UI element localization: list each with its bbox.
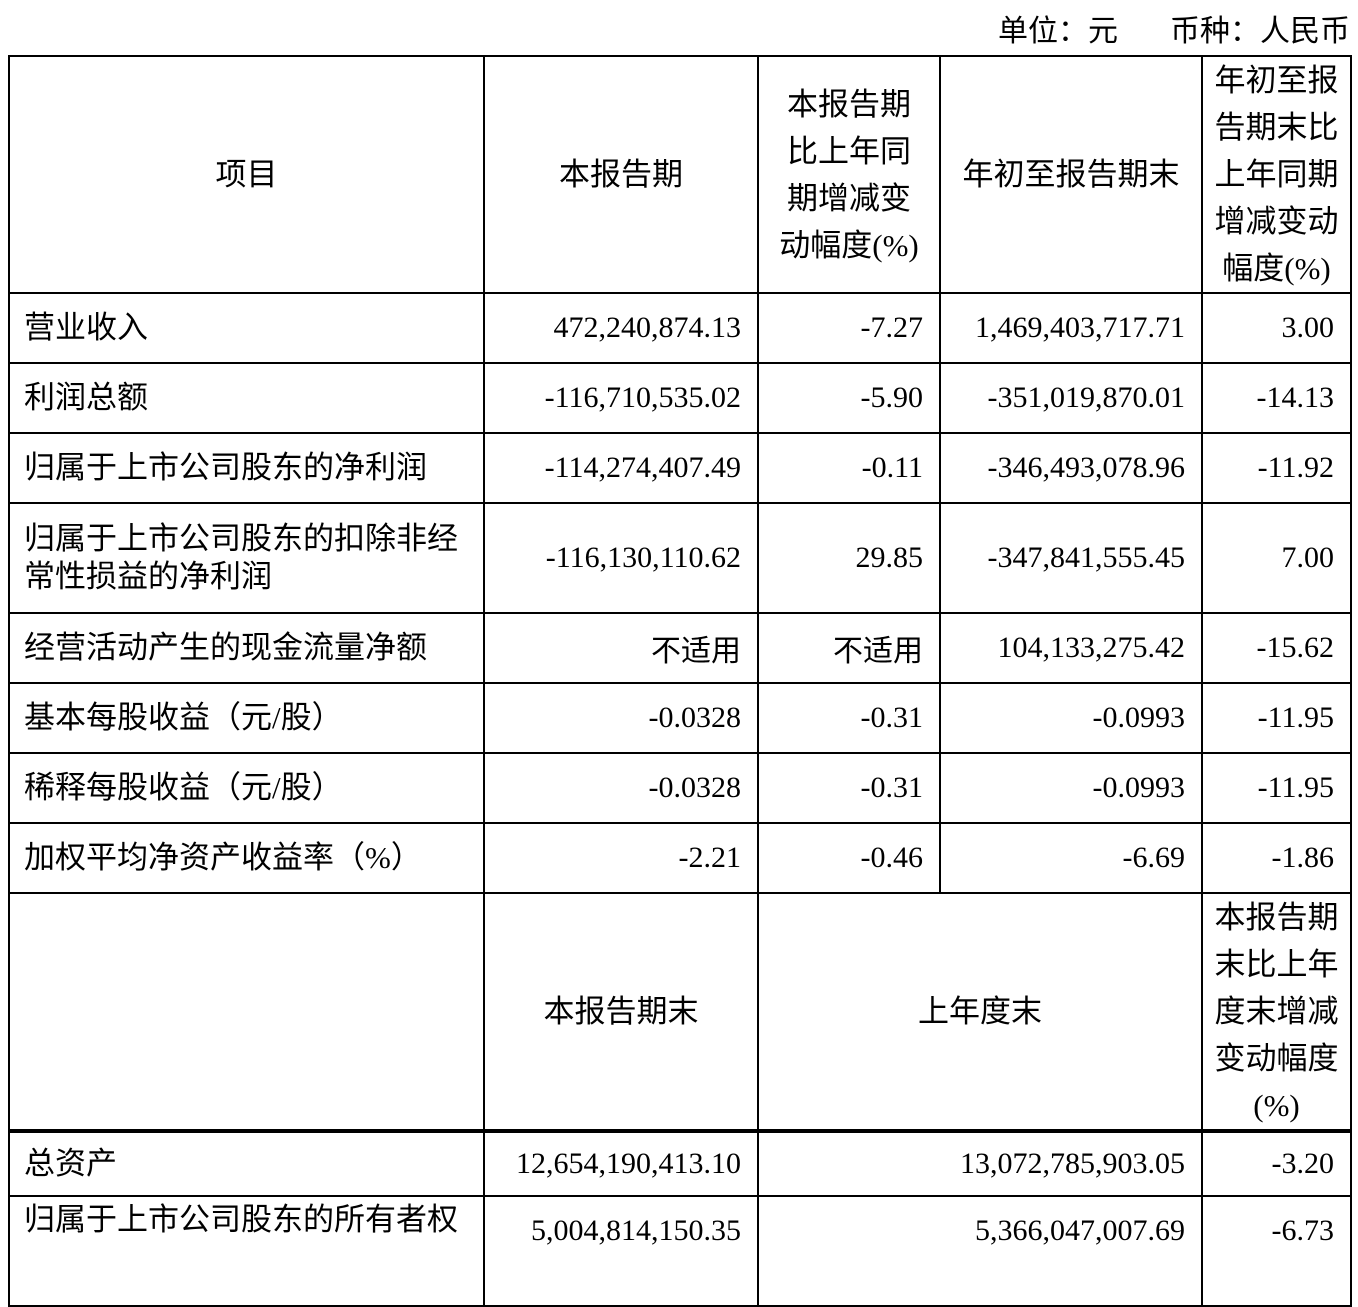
header-ytd-yoy-change: 年初至报 告期末比 上年同期 增减变动 幅度(%) — [1201, 55, 1352, 294]
header-current-period: 本报告期 — [483, 55, 759, 294]
ytd-yoy-cell: -14.13 — [1201, 362, 1352, 434]
item-label-cell: 利润总额 — [8, 362, 485, 434]
yoy-change-cell: -0.46 — [757, 822, 941, 894]
item-label-cell: 稀释每股收益（元/股） — [8, 752, 485, 824]
table-row-equity-attributable: 归属于上市公司股东的所有者权 5,004,814,150.35 5,366,04… — [8, 1195, 1352, 1307]
ytd-yoy-cell: -11.95 — [1201, 682, 1352, 754]
current-period-cell: -2.21 — [483, 822, 759, 894]
ytd-yoy-cell: -1.86 — [1201, 822, 1352, 894]
item-label-cell: 总资产 — [8, 1130, 485, 1197]
prior-year-end-cell: 13,072,785,903.05 — [757, 1130, 1203, 1197]
item-label-cell: 基本每股收益（元/股） — [8, 682, 485, 754]
prior-year-end-cell: 5,366,047,007.69 — [757, 1195, 1203, 1307]
item-label-cell: 归属于上市公司股东的所有者权 — [8, 1195, 485, 1307]
table-row-diluted-eps: 稀释每股收益（元/股） -0.0328 -0.31 -0.0993 -11.95 — [8, 752, 1352, 824]
table-row-total-assets: 总资产 12,654,190,413.10 13,072,785,903.05 … — [8, 1130, 1352, 1197]
item-label-cell: 归属于上市公司股东的净利润 — [8, 432, 485, 504]
current-period-cell: -0.0328 — [483, 682, 759, 754]
table-row-basic-eps: 基本每股收益（元/股） -0.0328 -0.31 -0.0993 -11.95 — [8, 682, 1352, 754]
current-period-cell: -0.0328 — [483, 752, 759, 824]
header2-empty-cell — [8, 892, 485, 1133]
item-label-cell: 加权平均净资产收益率（%） — [8, 822, 485, 894]
item-label-cell: 归属于上市公司股东的扣除非经 常性损益的净利润 — [8, 502, 485, 614]
yoy-change-cell: -0.31 — [757, 682, 941, 754]
period-end-change-cell: -6.73 — [1201, 1195, 1352, 1307]
ytd-yoy-cell: -15.62 — [1201, 612, 1352, 684]
period-end-cell: 5,004,814,150.35 — [483, 1195, 759, 1307]
current-period-cell: 472,240,874.13 — [483, 292, 759, 364]
table-row-operating-revenue: 营业收入 472,240,874.13 -7.27 1,469,403,717.… — [8, 292, 1352, 364]
unit-currency-line: 单位：元 币种：人民币 — [998, 6, 1350, 50]
table-row-total-profit: 利润总额 -116,710,535.02 -5.90 -351,019,870.… — [8, 362, 1352, 434]
yoy-change-cell: -0.31 — [757, 752, 941, 824]
ytd-cell: -351,019,870.01 — [939, 362, 1203, 434]
header-ytd: 年初至报告期末 — [939, 55, 1203, 294]
financial-summary-table: 项目 本报告期 本报告期 比上年同 期增减变 动幅度(%) 年初至报告期末 年初… — [8, 55, 1352, 1307]
table-row-net-profit-attributable: 归属于上市公司股东的净利润 -114,274,407.49 -0.11 -346… — [8, 432, 1352, 504]
ytd-cell: -0.0993 — [939, 752, 1203, 824]
current-period-cell: -116,130,110.62 — [483, 502, 759, 614]
current-period-cell: -116,710,535.02 — [483, 362, 759, 434]
ytd-cell: -346,493,078.96 — [939, 432, 1203, 504]
period-end-cell: 12,654,190,413.10 — [483, 1130, 759, 1197]
currency-label: 币种：人民币 — [1170, 15, 1350, 48]
yoy-change-cell: -7.27 — [757, 292, 941, 364]
ytd-yoy-cell: 3.00 — [1201, 292, 1352, 364]
yoy-change-cell: -0.11 — [757, 432, 941, 504]
header-yoy-change: 本报告期 比上年同 期增减变 动幅度(%) — [757, 55, 941, 294]
ytd-cell: 104,133,275.42 — [939, 612, 1203, 684]
table-row-net-profit-excl-nonrecurring: 归属于上市公司股东的扣除非经 常性损益的净利润 -116,130,110.62 … — [8, 502, 1352, 614]
yoy-change-cell: 不适用 — [757, 612, 941, 684]
table-row-operating-cash-flow: 经营活动产生的现金流量净额 不适用 不适用 104,133,275.42 -15… — [8, 612, 1352, 684]
ytd-yoy-cell: -11.95 — [1201, 752, 1352, 824]
table-row-weighted-avg-roe: 加权平均净资产收益率（%） -2.21 -0.46 -6.69 -1.86 — [8, 822, 1352, 894]
yoy-change-cell: -5.90 — [757, 362, 941, 434]
current-period-cell: -114,274,407.49 — [483, 432, 759, 504]
header-current-period-end: 本报告期末 — [483, 892, 759, 1133]
unit-label: 单位：元 — [998, 15, 1118, 48]
table-header-row-balance: 本报告期末 上年度末 本报告期 末比上年 度末增减 变动幅度 (%) — [8, 892, 1352, 1133]
period-end-change-cell: -3.20 — [1201, 1130, 1352, 1197]
ytd-cell: -347,841,555.45 — [939, 502, 1203, 614]
yoy-change-cell: 29.85 — [757, 502, 941, 614]
item-label-cell: 营业收入 — [8, 292, 485, 364]
ytd-cell: -0.0993 — [939, 682, 1203, 754]
item-label-cell: 经营活动产生的现金流量净额 — [8, 612, 485, 684]
ytd-yoy-cell: 7.00 — [1201, 502, 1352, 614]
table-header-row-period: 项目 本报告期 本报告期 比上年同 期增减变 动幅度(%) 年初至报告期末 年初… — [8, 55, 1352, 294]
header-prior-year-end: 上年度末 — [757, 892, 1203, 1133]
ytd-yoy-cell: -11.92 — [1201, 432, 1352, 504]
header-item: 项目 — [8, 55, 485, 294]
ytd-cell: -6.69 — [939, 822, 1203, 894]
current-period-cell: 不适用 — [483, 612, 759, 684]
ytd-cell: 1,469,403,717.71 — [939, 292, 1203, 364]
header-period-end-change: 本报告期 末比上年 度末增减 变动幅度 (%) — [1201, 892, 1352, 1133]
